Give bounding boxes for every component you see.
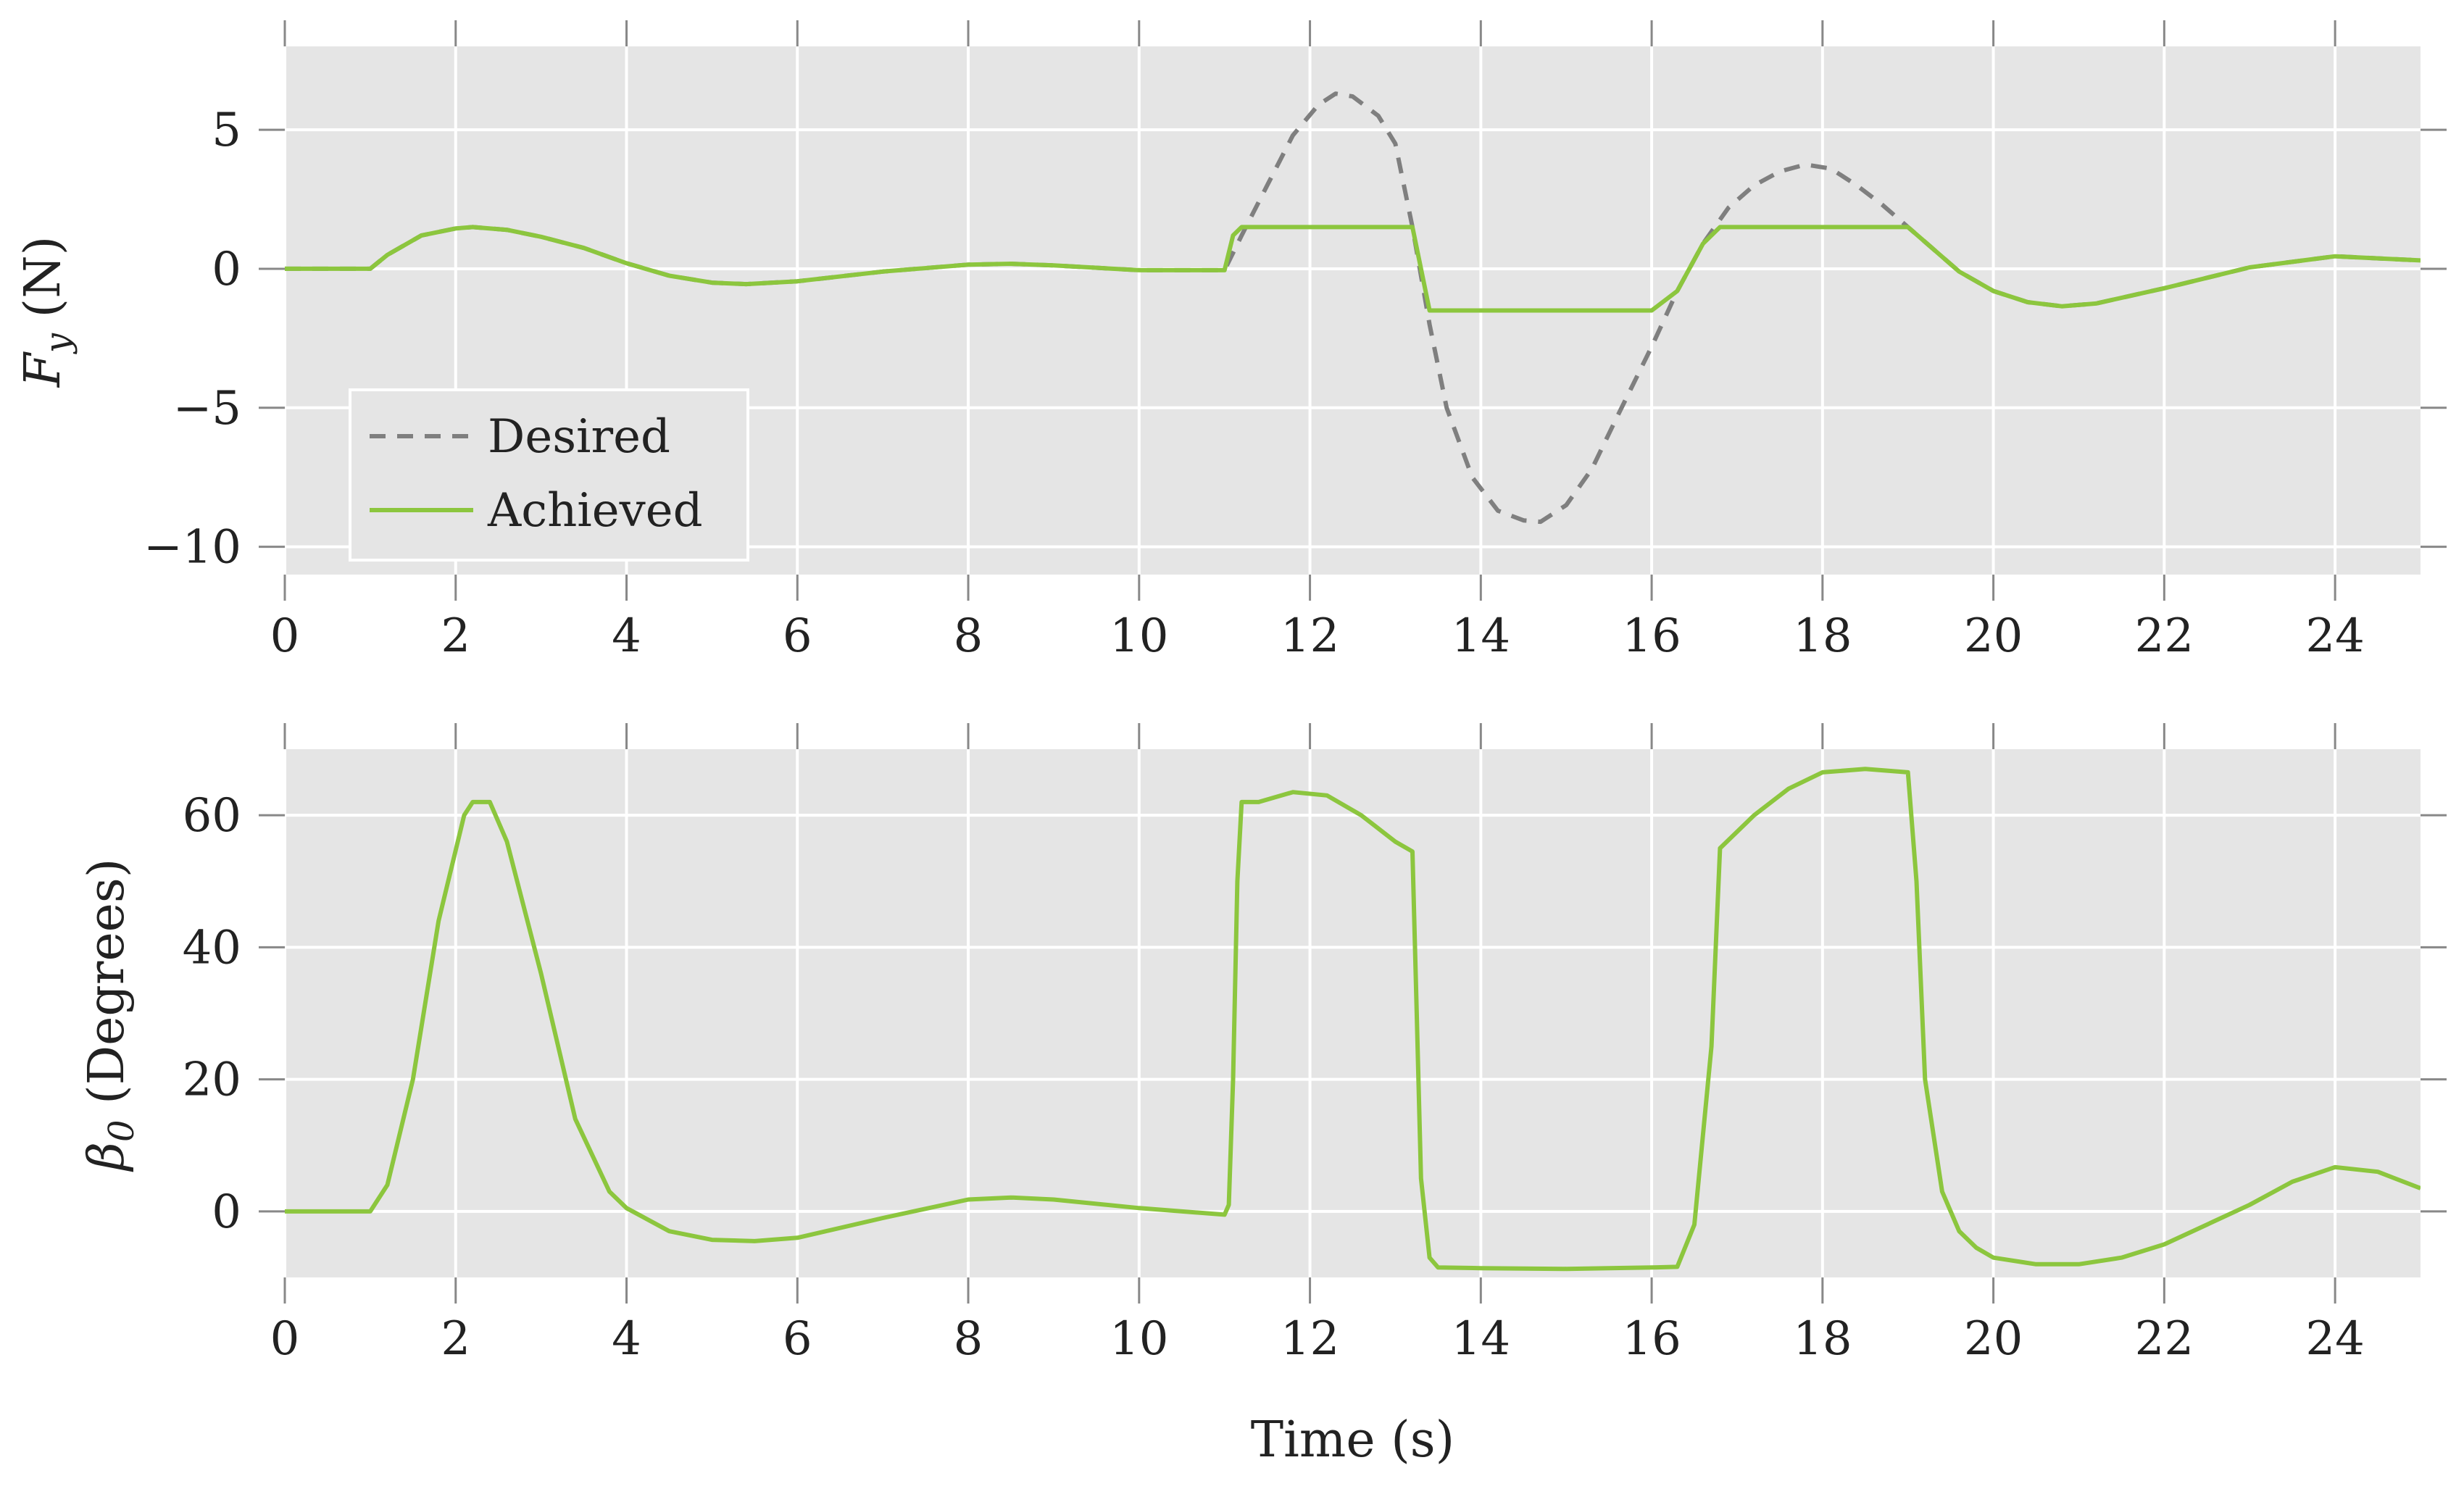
x-tick-label: 16: [1622, 609, 1681, 663]
x-tick-label: 6: [783, 609, 812, 663]
x-axis-label: Time (s): [1251, 1411, 1454, 1469]
y-axis-unit: (N): [14, 236, 72, 333]
y-axis-subscript: y: [38, 333, 78, 354]
x-tick-label: 2: [441, 1312, 470, 1366]
y-tick-label: 20: [183, 1054, 241, 1107]
x-tick-label: 22: [2135, 1312, 2194, 1366]
achieved-legend-label: Achieved: [487, 484, 703, 538]
achieved-series-line: [285, 225, 2421, 313]
x-tick-label: 12: [1281, 609, 1339, 663]
legend: Desired Achieved: [349, 388, 749, 562]
x-tick-label: 8: [954, 1312, 983, 1366]
plot-background: [285, 749, 2421, 1277]
y-tick-label: 60: [183, 789, 241, 843]
y-tick-label: −10: [143, 521, 241, 575]
y-axis-label: Fy (N): [14, 236, 78, 389]
x-tick-label: 14: [1452, 609, 1510, 663]
y-axis-label: β0 (Degrees): [78, 859, 142, 1173]
x-tick-label: 24: [2305, 609, 2364, 663]
y-axis-symbol: β: [78, 1142, 136, 1172]
x-tick-label: 24: [2305, 1312, 2364, 1366]
x-tick-label: 22: [2135, 609, 2194, 663]
y-axis-unit: (Degrees): [78, 859, 136, 1120]
x-tick-label: 18: [1793, 609, 1852, 663]
y-tick-label: 0: [212, 1185, 241, 1239]
y-tick-label: −5: [173, 382, 241, 435]
x-tick-label: 0: [270, 1312, 300, 1366]
legend-box: [349, 388, 749, 562]
x-tick-label: 10: [1110, 1312, 1168, 1366]
x-tick-label: 6: [783, 1312, 812, 1366]
x-tick-label: 4: [612, 609, 641, 663]
x-tick-label: 18: [1793, 1312, 1852, 1366]
x-tick-label: 12: [1281, 1312, 1339, 1366]
x-tick-label: 4: [612, 1312, 641, 1366]
y-axis-symbol: F: [14, 351, 72, 388]
x-tick-label: 16: [1622, 1312, 1681, 1366]
y-tick-label: 40: [183, 921, 241, 975]
beta0-series-line: [285, 767, 2421, 1272]
y-axis-subscript: 0: [101, 1120, 142, 1143]
y-tick-label: 0: [212, 243, 241, 296]
x-tick-label: 8: [954, 609, 983, 663]
x-tick-label: 10: [1110, 609, 1168, 663]
x-tick-label: 20: [1964, 609, 2023, 663]
x-tick-label: 2: [441, 609, 470, 663]
x-tick-label: 20: [1964, 1312, 2023, 1366]
desired-legend-label: Desired: [488, 410, 670, 464]
y-tick-label: 5: [212, 104, 241, 157]
x-tick-label: 0: [270, 609, 300, 663]
x-tick-label: 14: [1452, 1312, 1510, 1366]
